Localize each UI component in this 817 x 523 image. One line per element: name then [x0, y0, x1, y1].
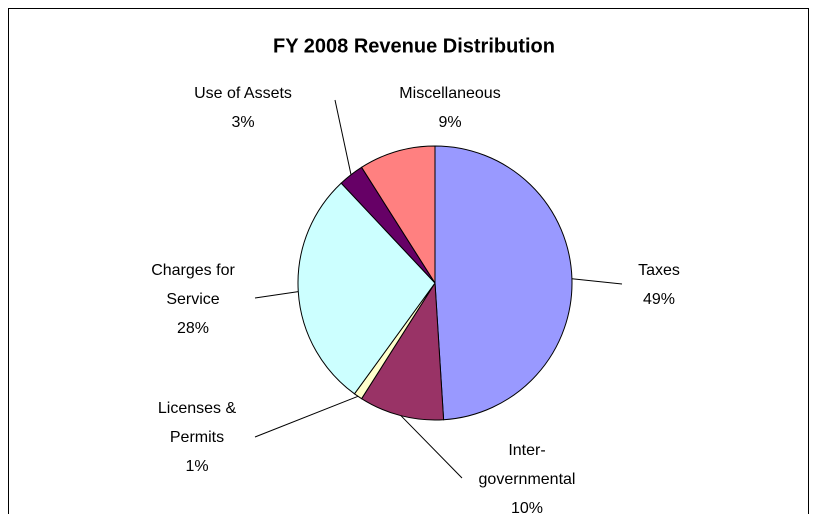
slice-label: Licenses & Permits [157, 400, 237, 446]
leader-line [400, 415, 463, 479]
slice-label: Inter- governmental [478, 442, 576, 488]
slice-label: Taxes [638, 262, 680, 279]
slice-value-label: 10% [510, 500, 544, 517]
slice-value-label: 3% [231, 114, 255, 131]
leader-line [254, 395, 359, 438]
slice-value-label: 1% [185, 458, 209, 475]
leader-line [254, 291, 299, 299]
slice-label: Miscellaneous [399, 85, 501, 102]
slice-label: Use of Assets [194, 85, 292, 102]
leader-line [334, 99, 352, 175]
pie-slice [297, 182, 436, 395]
pie-slice [360, 281, 445, 421]
pie-slice [360, 145, 436, 285]
slice-value-label: 28% [176, 320, 210, 337]
leader-line [571, 278, 623, 285]
slice-value-label: 9% [438, 114, 462, 131]
chart-title: FY 2008 Revenue Distribution [273, 35, 555, 57]
slice-label: Charges for Service [151, 262, 235, 308]
slice-value-label: 49% [642, 291, 676, 308]
